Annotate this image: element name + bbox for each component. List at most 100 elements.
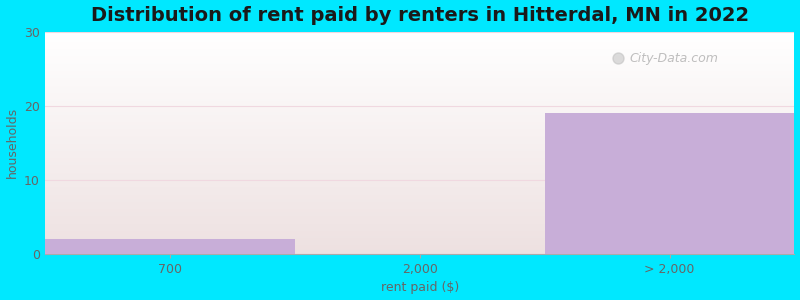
Bar: [45, 250, 794, 252]
Bar: [45, 186, 794, 187]
Bar: [45, 243, 794, 244]
Bar: [45, 156, 794, 157]
Bar: [45, 144, 794, 145]
Bar: [45, 252, 794, 253]
Bar: [45, 76, 794, 77]
Bar: [45, 121, 794, 122]
Bar: [45, 143, 794, 144]
Bar: [45, 215, 794, 216]
Bar: [45, 43, 794, 44]
Bar: [45, 104, 794, 105]
Bar: [45, 148, 794, 149]
Bar: [45, 185, 794, 186]
Bar: [45, 242, 794, 243]
Bar: [45, 149, 794, 151]
Bar: [45, 164, 794, 165]
Bar: [45, 173, 794, 174]
Bar: [45, 57, 794, 58]
Bar: [45, 86, 794, 87]
Bar: [45, 187, 794, 188]
Bar: [45, 158, 794, 159]
Bar: [45, 32, 794, 33]
Bar: [45, 211, 794, 212]
Bar: [45, 197, 794, 198]
Bar: [45, 145, 794, 146]
Bar: [45, 46, 794, 47]
Bar: [45, 140, 794, 142]
Bar: [45, 146, 794, 147]
Bar: [45, 51, 794, 52]
Bar: [45, 226, 794, 227]
Bar: [45, 218, 794, 219]
Bar: [45, 66, 794, 67]
Bar: [45, 127, 794, 128]
Bar: [45, 58, 794, 59]
Bar: [45, 94, 794, 95]
Bar: [45, 33, 794, 34]
Bar: [45, 142, 794, 143]
Bar: [45, 116, 794, 117]
Bar: [45, 205, 794, 206]
Bar: [45, 194, 794, 195]
Bar: [45, 107, 794, 108]
Bar: [45, 108, 794, 110]
Bar: [45, 112, 794, 113]
Bar: [45, 42, 794, 43]
Bar: [45, 106, 794, 107]
X-axis label: rent paid ($): rent paid ($): [381, 281, 458, 294]
Bar: [45, 189, 794, 190]
Bar: [45, 224, 794, 225]
Bar: [45, 89, 794, 91]
Bar: [45, 78, 794, 80]
Bar: [45, 172, 794, 173]
Bar: [45, 73, 794, 74]
Bar: [45, 40, 794, 42]
Y-axis label: households: households: [6, 107, 18, 178]
Bar: [45, 183, 794, 184]
Bar: [45, 206, 794, 207]
Bar: [45, 39, 794, 41]
Bar: [45, 204, 794, 205]
Bar: [45, 193, 794, 194]
Bar: [45, 162, 794, 163]
Bar: [45, 163, 794, 164]
Bar: [45, 159, 794, 160]
Bar: [45, 213, 794, 214]
Bar: [45, 222, 794, 223]
Bar: [45, 168, 794, 169]
Bar: [45, 209, 794, 211]
Bar: [45, 236, 794, 237]
Bar: [45, 200, 794, 202]
Bar: [45, 244, 794, 245]
Bar: [45, 174, 794, 175]
Bar: [45, 202, 794, 203]
Bar: [45, 72, 794, 73]
Bar: [45, 56, 794, 57]
Bar: [45, 48, 794, 50]
Bar: [45, 179, 794, 181]
Bar: [45, 80, 794, 82]
Bar: [45, 62, 794, 63]
Bar: [45, 170, 794, 172]
Bar: [45, 160, 794, 162]
Bar: [45, 167, 794, 168]
Bar: [45, 152, 794, 153]
Bar: [45, 110, 794, 112]
Bar: [45, 246, 794, 247]
Bar: [45, 190, 794, 192]
Bar: [45, 207, 794, 208]
Bar: [45, 75, 794, 76]
Bar: [45, 249, 794, 250]
Bar: [45, 178, 794, 179]
Bar: [45, 241, 794, 242]
Bar: [45, 155, 794, 156]
Bar: [45, 227, 794, 228]
Bar: [45, 157, 794, 158]
Bar: [45, 70, 794, 72]
Bar: [45, 169, 794, 170]
Bar: [45, 67, 794, 68]
Bar: [45, 82, 794, 83]
Bar: [45, 99, 794, 101]
Bar: [45, 165, 794, 166]
Bar: [45, 37, 794, 38]
